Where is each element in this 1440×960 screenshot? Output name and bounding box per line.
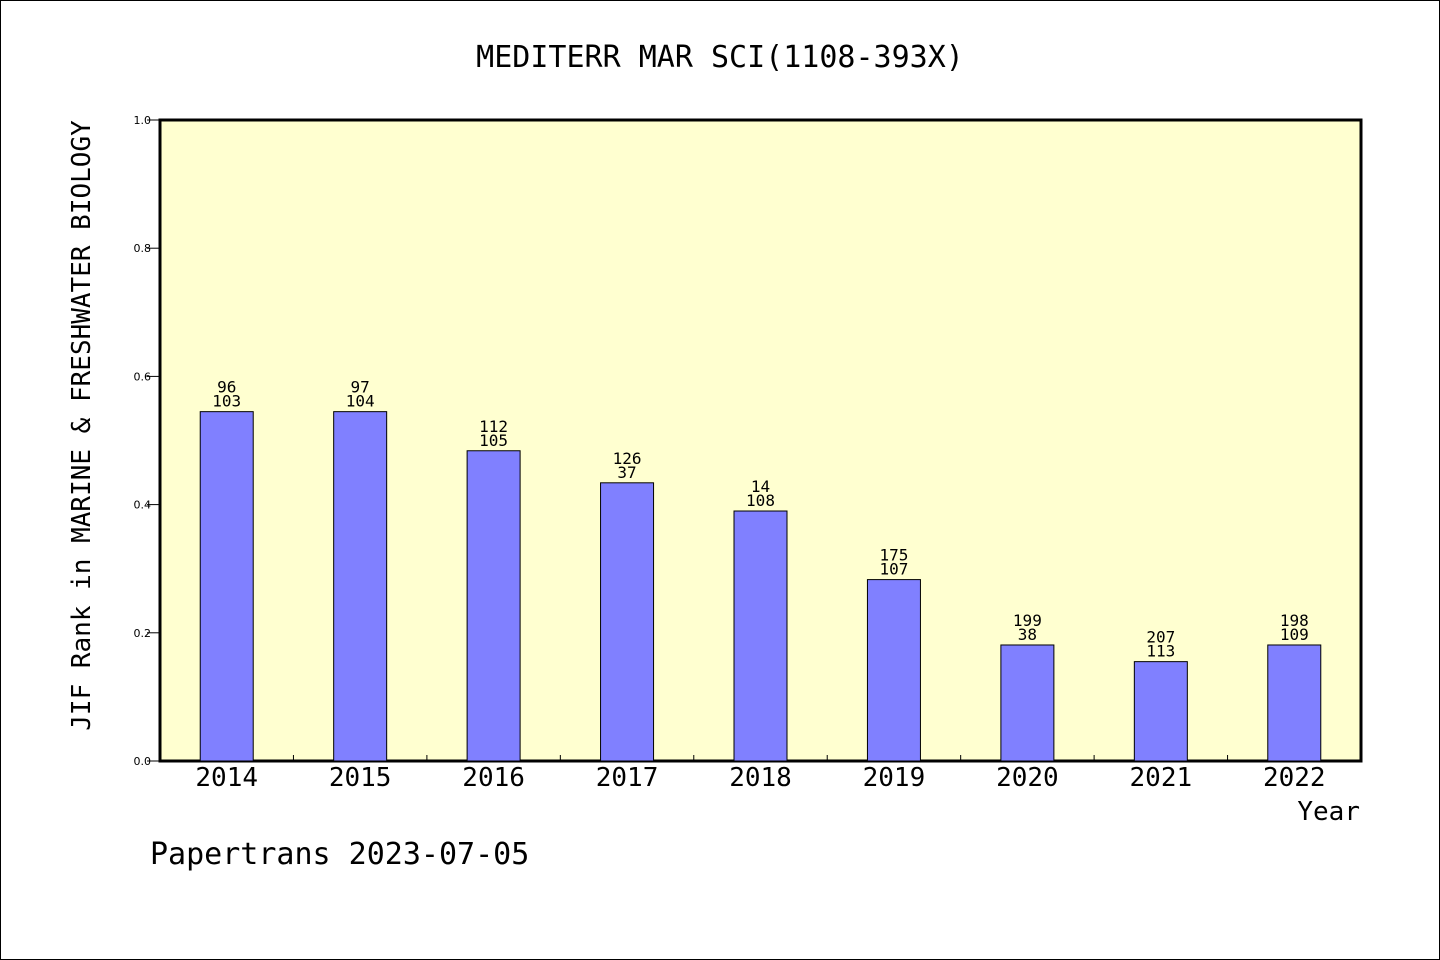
x-tick-label: 2016 [462, 763, 525, 793]
bar-label-top: 112 [479, 417, 508, 436]
footer-credit: Papertrans 2023-07-05 [150, 837, 529, 872]
bar-2021 [1133, 661, 1188, 762]
bar-label-top: 14 [751, 477, 770, 496]
x-tick-label: 2015 [329, 763, 392, 793]
y-tick-label: 1.0 [134, 114, 152, 127]
y-axis-label: JIF Rank in MARINE & FRESHWATER BIOLOGY [67, 120, 97, 731]
bar-label-bottom: 108 [746, 491, 775, 510]
bar-label-top: 207 [1146, 628, 1175, 647]
bar-label-bottom: 107 [879, 560, 908, 579]
x-axis: 2014 2015 2016 2017 2018 2019 2020 2021 2022 [195, 755, 1326, 793]
y-tick-label: 0.0 [134, 755, 152, 768]
y-tick-label: 0.6 [134, 370, 152, 383]
bar-2019 [866, 579, 921, 762]
x-tick-label: 2018 [729, 763, 792, 793]
x-tick-label: 2022 [1263, 763, 1326, 793]
bar-label-bottom: 113 [1146, 642, 1175, 661]
x-tick-label: 2021 [1130, 763, 1193, 793]
bar-label-top: 199 [1013, 611, 1042, 630]
bar-label-top: 97 [351, 378, 370, 397]
bar-label-top: 175 [879, 546, 908, 565]
bar-2017 [600, 482, 655, 762]
x-tick-label: 2019 [863, 763, 926, 793]
bar-2015 [333, 411, 388, 762]
bar-label-bottom: 103 [212, 392, 241, 411]
bar-2018 [733, 510, 788, 762]
bar-label-bottom: 105 [479, 431, 508, 450]
bar-label-top: 198 [1280, 611, 1309, 630]
bar-label-top: 126 [613, 449, 642, 468]
bar-label-bottom: 109 [1280, 625, 1309, 644]
bar-label-bottom: 37 [617, 463, 636, 482]
bar-2016 [466, 450, 521, 762]
x-axis-label: Year [1297, 797, 1360, 827]
y-tick-label: 0.2 [134, 627, 152, 640]
y-axis: 0.0 0.2 0.4 0.6 0.8 1.0 [134, 114, 160, 768]
bar-2020 [1000, 644, 1055, 762]
y-tick-label: 0.4 [134, 499, 152, 512]
x-tick-label: 2020 [996, 763, 1059, 793]
chart-title: MEDITERR MAR SCI(1108-393X) [476, 40, 964, 75]
bar-label-top: 96 [217, 378, 236, 397]
y-tick-label: 0.8 [134, 242, 152, 255]
x-tick-label: 2017 [596, 763, 659, 793]
bars-layer [199, 411, 1322, 762]
bar-label-bottom: 104 [346, 392, 375, 411]
x-tick-label: 2014 [195, 763, 258, 793]
bar-label-bottom: 38 [1018, 625, 1037, 644]
bar-2014 [199, 411, 254, 762]
bar-2022 [1267, 644, 1322, 762]
